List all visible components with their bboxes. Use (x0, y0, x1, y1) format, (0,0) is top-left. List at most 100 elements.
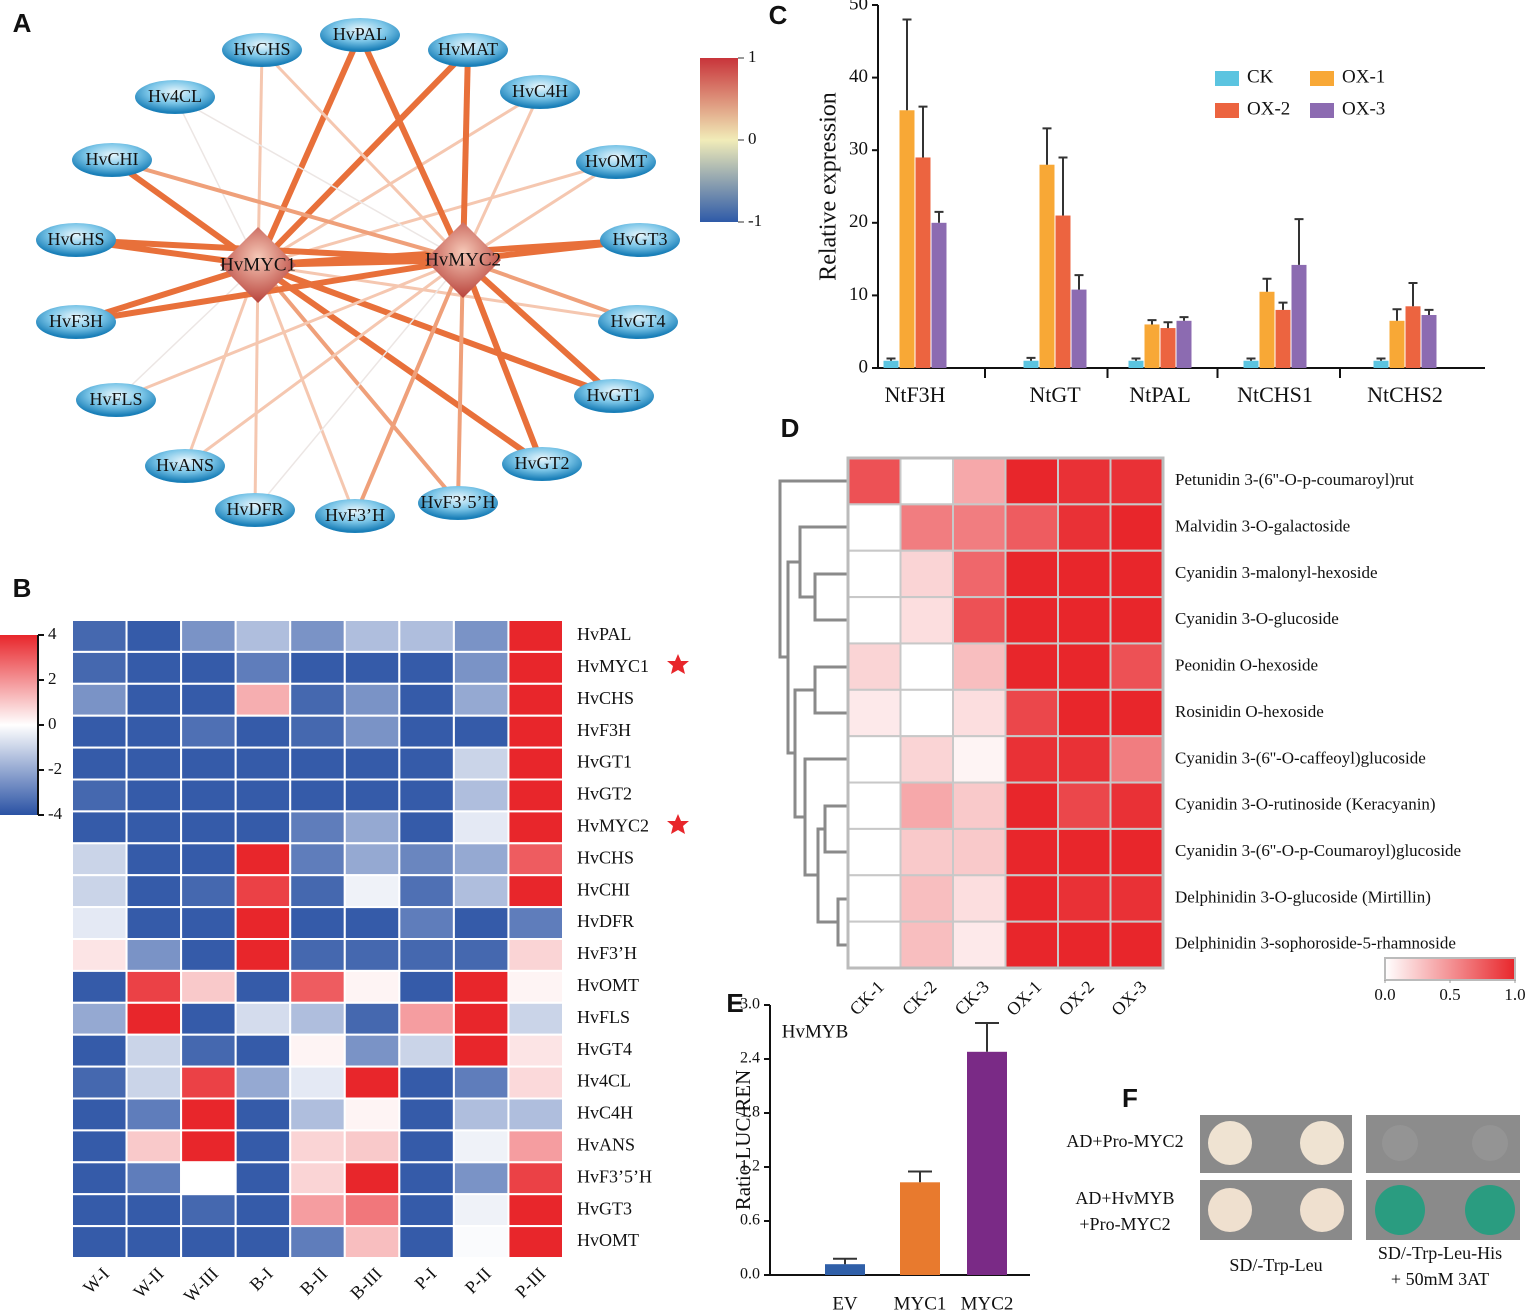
column-label: OX-1 (1002, 977, 1045, 1020)
error-bar (1074, 274, 1084, 290)
column-label: W-II (129, 1264, 167, 1302)
heat-cell (1109, 920, 1164, 969)
heat-cell (1057, 920, 1112, 969)
heat-cell (899, 549, 954, 599)
panel-label: A (13, 8, 32, 38)
heat-cell (952, 457, 1007, 506)
x-tick-label: NtCHS2 (1367, 382, 1443, 407)
error-bar (1376, 357, 1386, 361)
heat-cell (71, 1065, 128, 1100)
heat-cell (125, 682, 183, 717)
heat-cell (234, 778, 292, 813)
row-label: HvANS (577, 1134, 635, 1154)
heat-cell (180, 810, 237, 845)
bar (1243, 360, 1259, 368)
network-edge (183, 264, 260, 467)
heat-cell (289, 874, 346, 909)
error-bar (934, 210, 944, 223)
y-tick-label: 30 (849, 139, 868, 160)
panel-label: F (1122, 1083, 1138, 1113)
heat-cell (343, 1161, 401, 1196)
heat-cell (180, 746, 237, 781)
heat-cell (234, 874, 292, 909)
error-bar (1042, 127, 1052, 165)
gene-node (600, 223, 680, 257)
colorbar-label: 0 (48, 714, 57, 733)
heat-cell (1057, 874, 1112, 923)
heat-cell (398, 746, 455, 781)
heat-cell (343, 1193, 401, 1228)
heat-cell (343, 619, 401, 653)
heat-cell (125, 619, 183, 653)
network-edge (256, 263, 460, 505)
heat-cell (71, 906, 128, 940)
heat-cell (180, 619, 237, 653)
heat-cell (125, 1065, 183, 1100)
y-tick-label: 2.4 (740, 1050, 760, 1067)
heat-cell (1057, 735, 1112, 784)
bar (1176, 320, 1192, 368)
heat-cell (343, 1225, 401, 1259)
row-label: Cyanidin 3-malonyl-hexoside (1175, 563, 1378, 582)
bar (1144, 324, 1160, 368)
heat-cell (1109, 874, 1164, 923)
error-bar (886, 357, 896, 361)
heat-cell (398, 1033, 455, 1068)
gene-label: HvCHS (233, 39, 290, 59)
colorbar-label: 2 (48, 669, 57, 688)
heat-cell (1109, 642, 1164, 691)
heat-cell (71, 874, 128, 909)
gene-label: HvF3H (49, 311, 103, 331)
error-bar (1131, 357, 1141, 361)
gene-node (145, 449, 225, 483)
column-label: W-I (79, 1264, 113, 1298)
error-bar (1408, 282, 1418, 307)
heat-cell (452, 650, 510, 685)
column-label: P-II (461, 1264, 495, 1298)
heat-cell (398, 842, 455, 877)
heat-cell (180, 969, 237, 1004)
plate-label: +Pro-MYC2 (1079, 1214, 1170, 1234)
heat-cell (289, 682, 346, 717)
plate-label: SD/-Trp-Leu-His (1378, 1243, 1502, 1263)
heat-cell (1109, 549, 1164, 599)
heat-cell (847, 827, 902, 877)
bar (1389, 320, 1405, 368)
heat-cell (952, 735, 1007, 784)
heat-cell (180, 1193, 237, 1228)
error-bar (902, 18, 912, 111)
row-label: HvCHS (577, 847, 634, 867)
gene-label: HvGT2 (515, 453, 570, 473)
heat-cell (507, 1065, 565, 1100)
error-bar (1424, 308, 1434, 316)
gene-node (428, 33, 508, 67)
network-edge (115, 258, 464, 402)
heat-cell (343, 778, 401, 813)
panel-label: E (726, 988, 743, 1018)
gene-node (320, 18, 400, 52)
plate-label: SD/-Trp-Leu (1229, 1255, 1322, 1275)
column-label: B-III (346, 1264, 386, 1304)
gene-label: HvANS (156, 455, 214, 475)
heat-cell (398, 938, 455, 972)
heat-cell (125, 1161, 183, 1196)
colorbar-label: 0.5 (1439, 985, 1460, 1004)
heat-border (846, 456, 1165, 970)
heat-cell (180, 1065, 237, 1100)
heat-cell (952, 827, 1007, 877)
heat-cell (234, 1065, 292, 1100)
gene-label: HvFLS (89, 389, 142, 409)
heat-cell (1109, 596, 1164, 645)
gene-label: HvOMT (585, 151, 647, 171)
heat-cell (343, 938, 401, 972)
heat-cell (343, 1001, 401, 1036)
column-label: CK-3 (951, 977, 993, 1019)
heat-cell (507, 842, 565, 877)
heat-cell (847, 549, 902, 599)
network-edge (184, 258, 464, 468)
heat-cell (289, 906, 346, 940)
heat-cell (125, 1129, 183, 1164)
heat-cell (507, 1129, 565, 1164)
heat-cell (289, 1033, 346, 1068)
